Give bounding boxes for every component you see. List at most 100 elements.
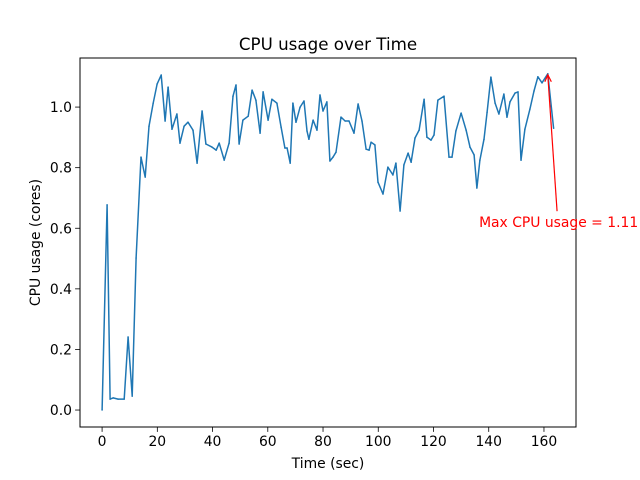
x-tick-label: 160: [531, 434, 558, 450]
data-point: [215, 149, 217, 151]
data-point: [524, 128, 526, 130]
x-tick-label: 60: [259, 434, 277, 450]
data-point: [374, 144, 376, 146]
data-point: [276, 102, 278, 104]
data-point: [251, 89, 253, 91]
data-point: [455, 130, 457, 132]
data-point: [423, 98, 425, 100]
data-point: [255, 99, 257, 101]
data-point: [407, 152, 409, 154]
data-point: [183, 125, 185, 127]
data-point: [152, 102, 154, 104]
data-point: [365, 148, 367, 150]
data-point: [238, 143, 240, 145]
data-point: [312, 119, 314, 121]
data-point: [319, 94, 321, 96]
data-point: [460, 112, 462, 114]
data-point: [196, 162, 198, 164]
data-point: [430, 139, 432, 141]
data-point: [377, 181, 379, 183]
data-point: [340, 116, 342, 118]
data-point: [541, 82, 543, 84]
data-point: [306, 130, 308, 132]
data-point: [403, 164, 405, 166]
data-point: [414, 137, 416, 139]
y-tick-label: 1.0: [50, 100, 72, 116]
y-axis-label: CPU usage (cores): [28, 179, 44, 306]
data-point: [399, 210, 401, 212]
data-point: [228, 142, 230, 144]
data-point: [123, 398, 125, 400]
data-point: [437, 99, 439, 101]
data-point: [537, 76, 539, 78]
data-point: [361, 120, 363, 122]
data-point: [433, 134, 435, 136]
data-point: [280, 126, 282, 128]
data-point: [211, 146, 213, 148]
x-axis-label: Time (sec): [291, 456, 365, 472]
data-point: [179, 142, 181, 144]
data-point: [514, 92, 516, 94]
annotation-label: Max CPU usage = 1.11: [479, 215, 638, 231]
data-point: [223, 159, 225, 161]
data-point: [469, 146, 471, 148]
x-tick-label: 140: [475, 434, 502, 450]
data-point: [218, 142, 220, 144]
data-point: [205, 143, 207, 145]
data-point: [284, 147, 286, 149]
data-point: [322, 110, 324, 112]
data-point: [473, 154, 475, 156]
y-tick-label: 0.6: [50, 221, 72, 237]
data-point: [303, 100, 305, 102]
data-point: [448, 156, 450, 158]
data-point: [316, 129, 318, 131]
chart-title: CPU usage over Time: [239, 34, 417, 54]
data-point: [127, 336, 129, 338]
y-tick-label: 0.0: [50, 403, 72, 419]
data-point: [308, 138, 310, 140]
data-point: [370, 141, 372, 143]
data-point: [286, 147, 288, 149]
annotation-arrow: [547, 75, 558, 212]
data-point: [242, 119, 244, 121]
data-point: [529, 108, 531, 110]
x-tick-label: 100: [365, 434, 392, 450]
data-point: [329, 160, 331, 162]
data-point: [509, 101, 511, 103]
data-point: [131, 395, 133, 397]
data-point: [451, 156, 453, 158]
data-point: [144, 176, 146, 178]
data-point: [295, 121, 297, 123]
axes-frame: [79, 57, 577, 428]
data-point: [176, 113, 178, 115]
data-point: [262, 91, 264, 93]
data-point: [332, 156, 334, 158]
data-point: [506, 116, 508, 118]
data-point: [140, 156, 142, 158]
annotation-arrowhead: [544, 73, 552, 83]
data-point: [368, 149, 370, 151]
data-point: [192, 129, 194, 131]
data-point: [426, 136, 428, 138]
data-point: [289, 162, 291, 164]
data-point: [326, 101, 328, 103]
data-point: [443, 95, 445, 97]
data-point: [271, 98, 273, 100]
data-point: [117, 398, 119, 400]
data-point: [148, 125, 150, 127]
data-point: [353, 132, 355, 134]
data-point: [552, 127, 555, 130]
data-point: [476, 187, 478, 189]
data-point: [483, 138, 485, 140]
data-point: [357, 103, 359, 105]
x-tick-label: 20: [148, 434, 166, 450]
data-point: [344, 120, 346, 122]
y-tick-label: 0.2: [50, 342, 72, 358]
x-tick-label: 0: [98, 434, 107, 450]
data-point: [187, 121, 189, 123]
data-point: [335, 151, 337, 153]
data-point: [160, 74, 162, 76]
data-point: [101, 409, 103, 411]
data-point: [232, 95, 234, 97]
